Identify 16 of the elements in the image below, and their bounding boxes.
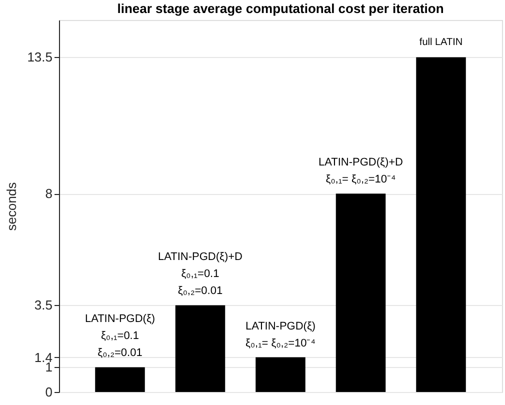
annotation: LATIN-PGD(ξ)+D ξ₀,₁=0.1 ξ₀,₂=0.01: [158, 251, 243, 298]
y-tick-label: 13.5: [27, 50, 52, 65]
chart-title: linear stage average computational cost per iteration: [117, 1, 444, 16]
annotation: full LATIN: [419, 37, 463, 48]
y-tick-label: 3.5: [34, 298, 52, 313]
annotation: LATIN-PGD(ξ)+D ξ₀,₁= ξ₀,₂=10⁻⁴: [318, 156, 404, 186]
y-tick-label: 8: [45, 186, 52, 202]
bar: [95, 367, 145, 392]
y-axis-title: seconds: [4, 182, 20, 231]
bar: [336, 194, 386, 392]
bar: [416, 57, 466, 392]
annotation: LATIN-PGD(ξ) ξ₀,₁= ξ₀,₂=10⁻⁴: [245, 320, 316, 350]
bar: [256, 357, 306, 392]
bar: [175, 305, 226, 392]
annotation: LATIN-PGD(ξ) ξ₀,₁=0.1 ξ₀,₂=0.01: [84, 313, 156, 360]
y-tick-label: 0: [45, 384, 52, 400]
